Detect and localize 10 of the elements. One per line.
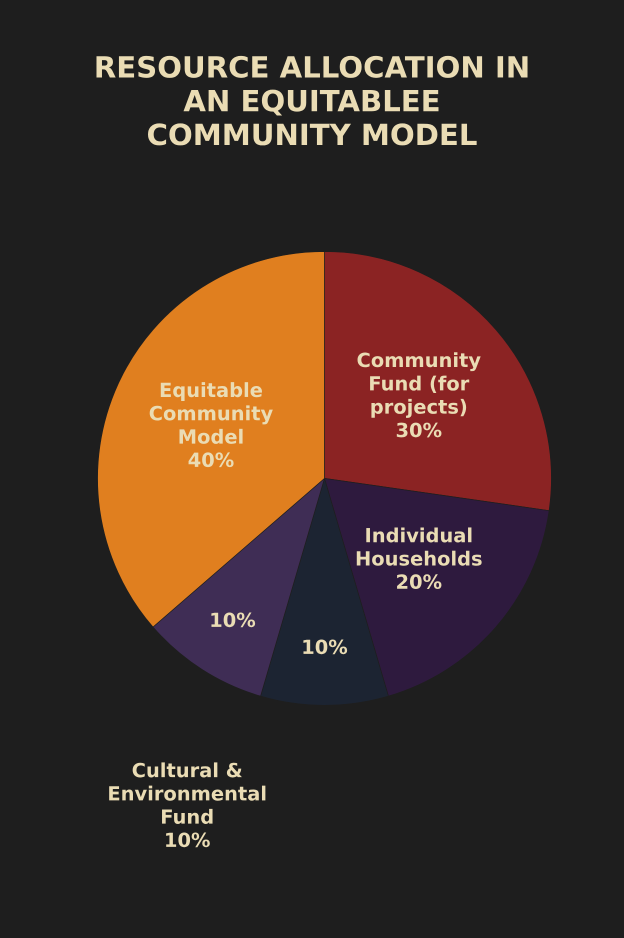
slice-label: Equitable Community Model — [150, 382, 273, 444]
slice-label: Individual Households — [356, 527, 482, 566]
data-label: 10% — [303, 639, 348, 654]
chart-title: RESOURCE ALLOCATION IN AN EQUITABLEE COMMUNITY MODEL — [96, 56, 528, 146]
data-label: 10% — [211, 612, 256, 628]
data-label: 30% — [396, 422, 442, 438]
data-label: 40% — [188, 452, 234, 468]
slice-label: Community Fund (for projects) — [358, 352, 481, 418]
data-label: 20% — [397, 574, 442, 589]
text: Cultural & Environmental Fund 10% — [109, 762, 266, 848]
